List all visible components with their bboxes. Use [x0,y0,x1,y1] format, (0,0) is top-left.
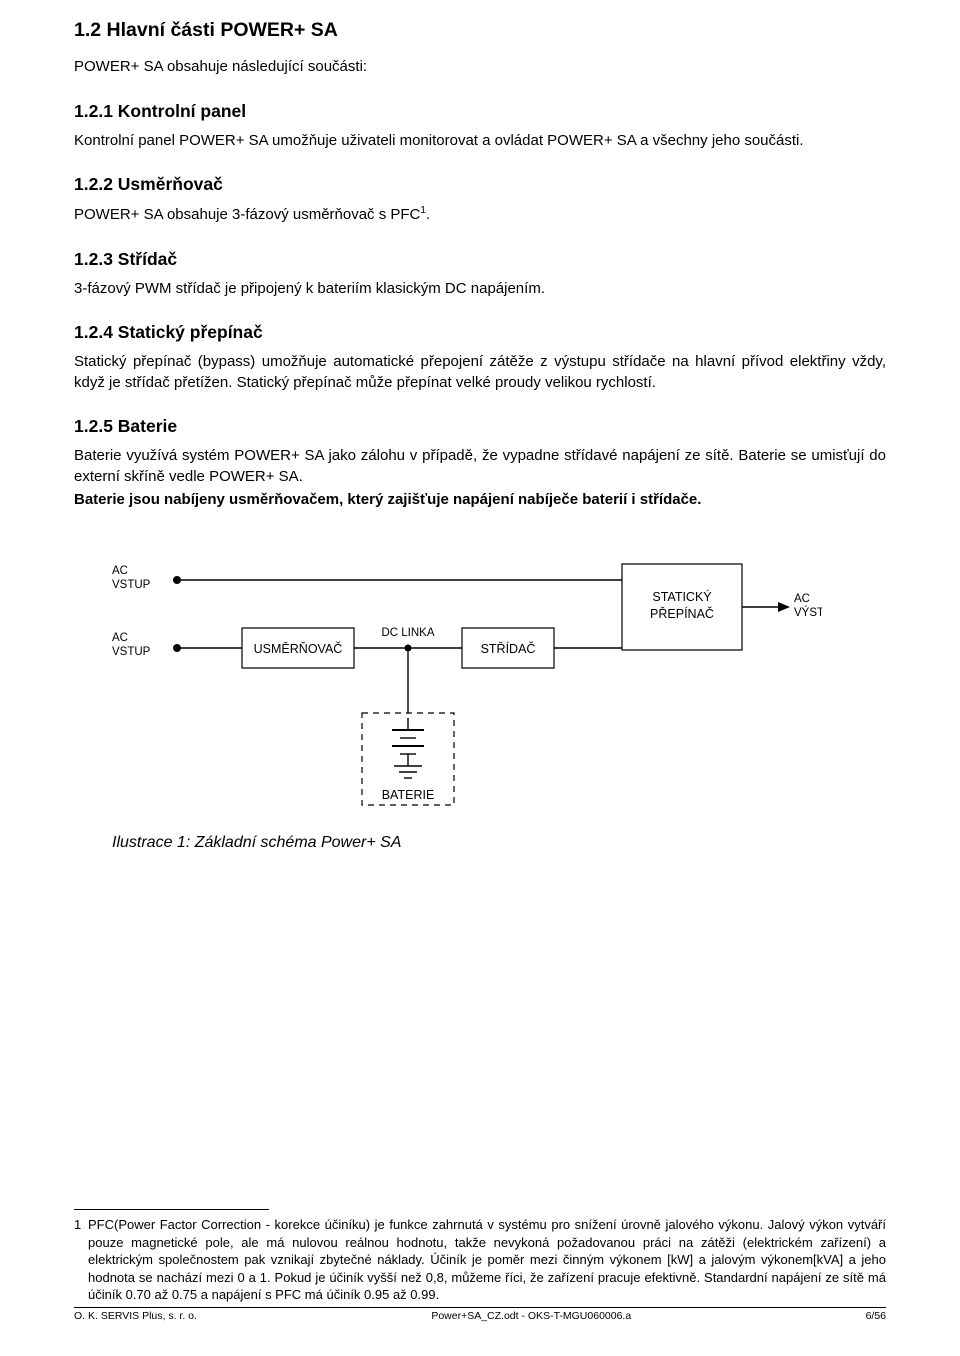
label-dc-link: DC LINKA [381,627,434,639]
arrow-output [778,602,790,612]
label-ac-in-top-2: VSTUP [112,579,151,591]
page-content: 1.2 Hlavní části POWER+ SA POWER+ SA obs… [0,0,960,852]
intro-1-2: POWER+ SA obsahuje následující součásti: [74,57,886,78]
heading-1-2-5: 1.2.5 Baterie [74,415,886,438]
heading-1-2: 1.2 Hlavní části POWER+ SA [74,18,886,43]
label-ac-out-2: VÝSTUP [794,606,822,619]
battery-symbol [392,718,424,778]
label-ac-in-bot-2: VSTUP [112,646,151,658]
label-ac-in-bot-1: AC [112,632,128,644]
footnote-number: 1 [74,1216,88,1234]
text-1-2-2-post: . [426,206,430,223]
label-battery: BATERIE [382,788,435,802]
text-1-2-2-pre: POWER+ SA obsahuje 3-fázový usměrňovač s… [74,206,420,223]
heading-1-2-2: 1.2.2 Usměrňovač [74,173,886,196]
schematic-svg: AC VSTUP AC VSTUP USMĚRŇOVAČ DC LINKA ST… [112,556,822,811]
label-ac-out-1: AC [794,593,810,605]
label-rectifier: USMĚRŇOVAČ [254,641,343,656]
footer-left: O. K. SERVIS Plus, s. r. o. [74,1310,197,1322]
text-1-2-5-b: Baterie jsou nabíjeny usměrňovačem, kter… [74,490,886,511]
footer-rule [74,1307,886,1308]
label-static-switch-2: PŘEPÍNAČ [650,606,714,621]
text-1-2-1: Kontrolní panel POWER+ SA umožňuje uživa… [74,131,886,152]
footer-right: 6/56 [866,1310,886,1322]
figure-caption: Ilustrace 1: Základní schéma Power+ SA [112,834,886,852]
page-bottom: 1 PFC(Power Factor Correction - korekce … [74,1209,886,1322]
page-footer: O. K. SERVIS Plus, s. r. o. Power+SA_CZ.… [74,1310,886,1322]
footnote-rule [74,1209,269,1210]
footnote-1: 1 PFC(Power Factor Correction - korekce … [74,1216,886,1304]
text-1-2-4: Statický přepínač (bypass) umožňuje auto… [74,352,886,393]
label-static-switch-1: STATICKÝ [652,589,712,604]
diagram-block: AC VSTUP AC VSTUP USMĚRŇOVAČ DC LINKA ST… [112,556,886,816]
text-1-2-5-a: Baterie využívá systém POWER+ SA jako zá… [74,446,886,487]
footnote-text: PFC(Power Factor Correction - korekce úč… [74,1216,886,1304]
heading-1-2-1: 1.2.1 Kontrolní panel [74,100,886,123]
text-1-2-3: 3-fázový PWM střídač je připojený k bate… [74,279,886,300]
footer-center: Power+SA_CZ.odt - OKS-T-MGU060006.a [431,1310,631,1322]
heading-1-2-4: 1.2.4 Statický přepínač [74,321,886,344]
text-1-2-2: POWER+ SA obsahuje 3-fázový usměrňovač s… [74,204,886,226]
label-ac-in-top-1: AC [112,565,128,577]
heading-1-2-3: 1.2.3 Střídač [74,248,886,271]
label-inverter: STŘÍDAČ [481,641,536,656]
